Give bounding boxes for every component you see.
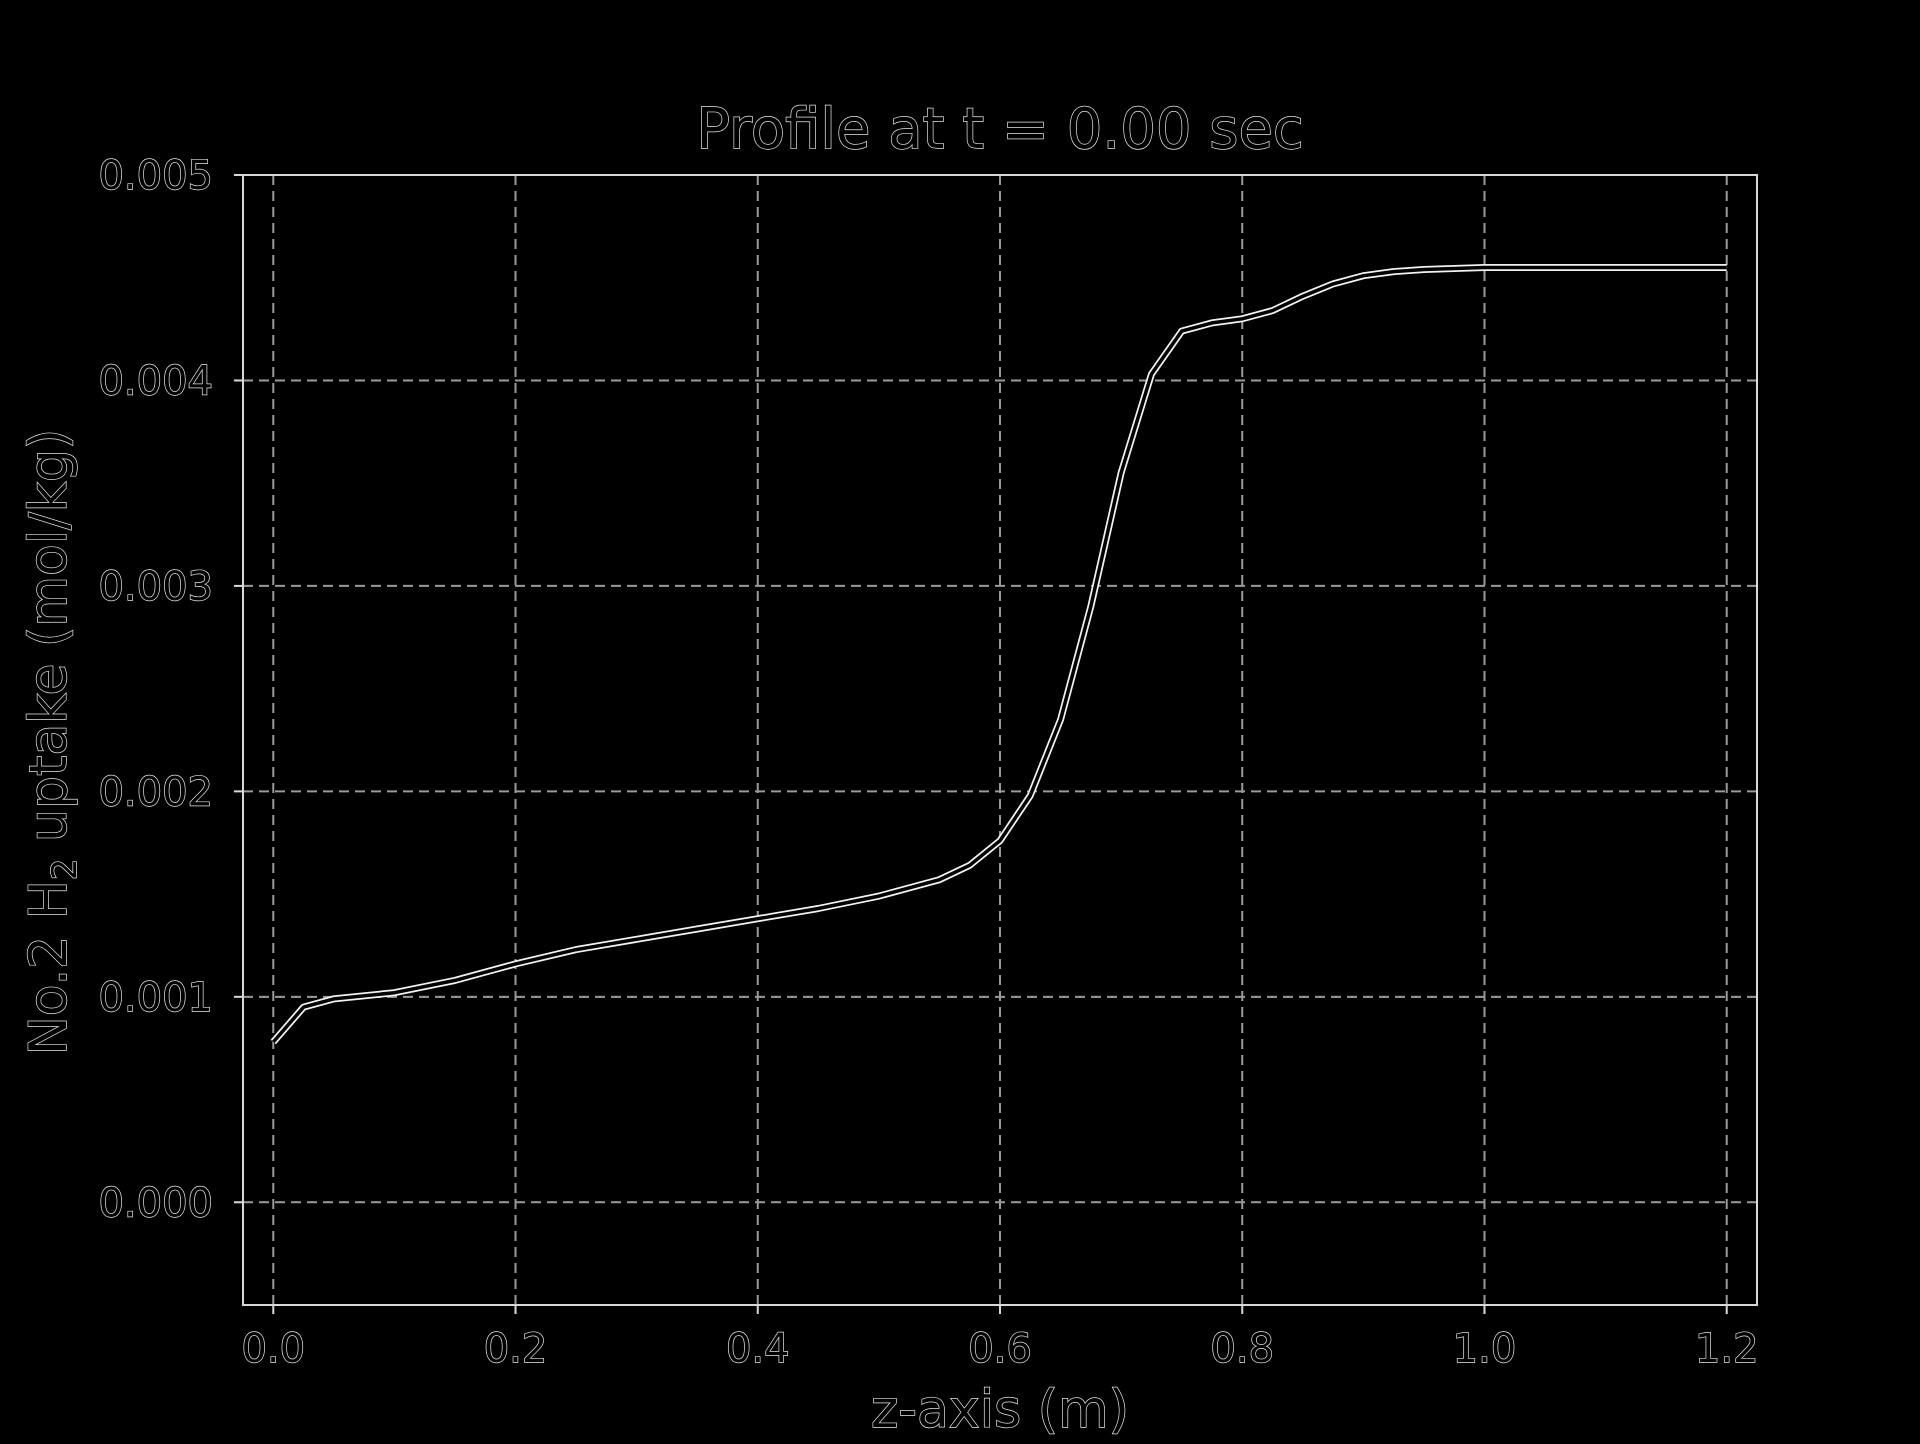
x-tick-label: 1.2	[1695, 1326, 1759, 1372]
chart-title: Profile at t = 0.00 sec	[696, 97, 1303, 162]
tick-labels: 0.0 0.2 0.4 0.6 0.8 1.0 1.2 0.000 0.001 0.002 0.00…	[98, 152, 1759, 1372]
y-tick-label: 0.002	[98, 769, 213, 815]
x-tick-label: 0.0	[241, 1326, 305, 1372]
y-axis-label-main: No.2 H	[19, 880, 79, 1055]
y-tick-label: 0.005	[98, 153, 213, 199]
x-tick-label: 0.8	[1210, 1326, 1274, 1372]
x-axis-label: z-axis (m)	[871, 1380, 1129, 1440]
y-tick-label: 0.004	[98, 358, 213, 404]
series-layer	[270, 264, 1727, 1045]
y-tick-label: 0.000	[98, 1180, 213, 1226]
x-tick-label: 0.2	[484, 1326, 548, 1372]
axis-ticks	[234, 174, 1728, 1314]
grid	[243, 174, 1757, 1305]
x-tick-label: 0.6	[968, 1326, 1032, 1372]
x-tick-label: 0.4	[726, 1326, 790, 1372]
uptake-profile-line-core	[271, 265, 1727, 1044]
y-tick-label: 0.003	[98, 564, 213, 610]
y-axis-label-rest: uptake (mol/kg)	[19, 429, 79, 859]
y-axis-label: No.2 H2 uptake (mol/kg)	[19, 429, 85, 1055]
y-axis-label-subscript: 2	[45, 858, 85, 880]
y-tick-label: 0.001	[98, 975, 213, 1021]
x-tick-label: 1.0	[1453, 1326, 1517, 1372]
